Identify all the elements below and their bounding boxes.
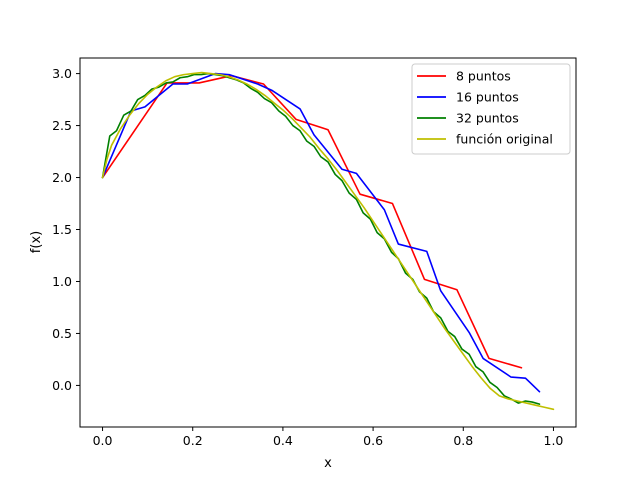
- y-axis-label: f(x): [29, 231, 44, 253]
- x-axis-ticks: 0.0 0.2 0.4 0.6 0.8 1.0: [93, 427, 564, 448]
- x-tick-label: 0.8: [453, 433, 473, 448]
- series-line-1: [101, 74, 523, 369]
- legend-entry-label: 8 puntos: [456, 69, 511, 84]
- y-tick-label: 0.0: [52, 378, 72, 393]
- y-tick-label: 2.5: [52, 118, 72, 133]
- legend-box: [411, 63, 571, 155]
- x-axis-label: x: [324, 456, 332, 471]
- x-tick-label: 0.0: [93, 433, 113, 448]
- series-layer: [101, 71, 555, 411]
- y-tick-label: 2.0: [52, 170, 72, 185]
- x-tick-label: 0.2: [183, 433, 203, 448]
- y-tick-label: 1.5: [52, 222, 72, 237]
- legend: 8 puntos 16 puntos 32 puntos función origin…: [411, 63, 571, 155]
- series-line-3: [101, 72, 541, 405]
- y-tick-label: 0.5: [52, 326, 72, 341]
- y-axis-ticks: 0.0 0.5 1.0 1.5 2.0 2.5 3.0: [52, 66, 80, 393]
- x-tick-label: 0.4: [273, 433, 293, 448]
- legend-entry-label: 16 puntos: [456, 90, 519, 105]
- legend-entry-label: función original: [456, 132, 553, 147]
- y-tick-label: 3.0: [52, 66, 72, 81]
- series-line-4: [101, 71, 555, 411]
- x-tick-label: 0.6: [363, 433, 383, 448]
- plot-frame: [79, 57, 577, 428]
- x-tick-label: 1.0: [544, 433, 564, 448]
- legend-entry-label: 32 puntos: [456, 111, 519, 126]
- series-line-2: [101, 72, 541, 393]
- y-tick-label: 1.0: [52, 274, 72, 289]
